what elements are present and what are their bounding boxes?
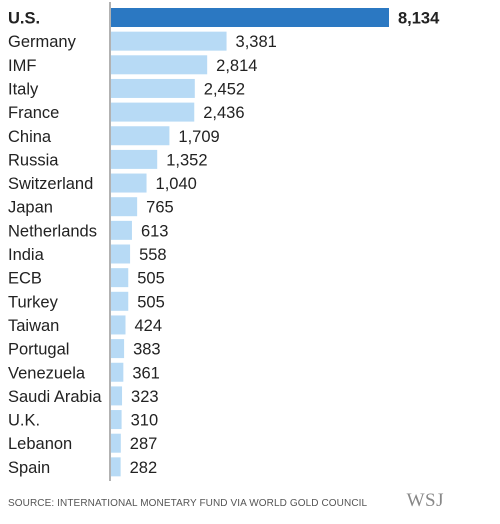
wsj-logo: WSJ xyxy=(406,490,444,511)
category-label-india: India xyxy=(8,246,45,264)
value-label-italy: 2,452 xyxy=(204,80,245,98)
value-label-china: 1,709 xyxy=(178,128,219,146)
category-label-imf: IMF xyxy=(8,57,36,75)
bar-france xyxy=(111,102,195,122)
value-label-switzerland: 1,040 xyxy=(156,175,197,193)
bar-china xyxy=(111,126,170,146)
bar-u-k xyxy=(111,410,122,430)
category-label-u-k: U.K. xyxy=(8,412,40,430)
bar-switzerland xyxy=(111,173,147,193)
bar-turkey xyxy=(111,291,129,311)
bar-saudi-arabia xyxy=(111,386,123,406)
category-label-germany: Germany xyxy=(8,33,77,51)
value-label-france: 2,436 xyxy=(203,104,244,122)
bar-russia xyxy=(111,149,158,169)
bar-taiwan xyxy=(111,315,126,335)
bar-italy xyxy=(111,78,195,98)
value-label-lebanon: 287 xyxy=(130,435,158,453)
category-label-russia: Russia xyxy=(8,151,59,169)
bar-venezuela xyxy=(111,362,124,382)
bar-germany xyxy=(111,31,227,51)
category-label-portugal: Portugal xyxy=(8,341,69,359)
category-label-venezuela: Venezuela xyxy=(8,364,86,382)
category-label-switzerland: Switzerland xyxy=(8,175,93,193)
value-label-ecb: 505 xyxy=(137,270,165,288)
category-label-saudi-arabia: Saudi Arabia xyxy=(8,388,102,406)
value-label-turkey: 505 xyxy=(137,293,165,311)
bar-u-s xyxy=(111,8,389,27)
value-label-spain: 282 xyxy=(130,459,158,477)
value-label-netherlands: 613 xyxy=(141,222,169,240)
bar-portugal xyxy=(111,339,125,359)
value-label-russia: 1,352 xyxy=(166,151,207,169)
category-label-china: China xyxy=(8,128,52,146)
bar-lebanon xyxy=(111,433,121,453)
bar-india xyxy=(111,244,131,264)
value-label-taiwan: 424 xyxy=(134,317,162,335)
bar-ecb xyxy=(111,268,129,288)
value-label-saudi-arabia: 323 xyxy=(131,388,159,406)
category-label-japan: Japan xyxy=(8,199,53,217)
value-label-u-s: 8,134 xyxy=(398,10,440,28)
category-label-france: France xyxy=(8,104,59,122)
category-label-u-s: U.S. xyxy=(8,10,40,28)
chart-footer: SOURCE: INTERNATIONAL MONETARY FUND VIA … xyxy=(0,490,500,516)
value-label-japan: 765 xyxy=(146,199,174,217)
category-label-ecb: ECB xyxy=(8,270,42,288)
category-label-spain: Spain xyxy=(8,459,50,477)
bars-group: U.S. 8,134 Germany 3,381 IMF 2,814 Italy 2,452 F… xyxy=(8,8,440,477)
bar-netherlands xyxy=(111,220,132,240)
value-label-venezuela: 361 xyxy=(132,364,160,382)
value-label-imf: 2,814 xyxy=(216,57,257,75)
value-label-india: 558 xyxy=(139,246,167,264)
category-label-taiwan: Taiwan xyxy=(8,317,59,335)
value-label-germany: 3,381 xyxy=(236,33,277,51)
bar-imf xyxy=(111,55,208,75)
category-label-italy: Italy xyxy=(8,80,39,98)
value-label-portugal: 383 xyxy=(133,341,161,359)
category-label-netherlands: Netherlands xyxy=(8,222,97,240)
value-label-u-k: 310 xyxy=(131,412,159,430)
bar-japan xyxy=(111,197,138,217)
category-label-lebanon: Lebanon xyxy=(8,435,72,453)
source-note: SOURCE: INTERNATIONAL MONETARY FUND VIA … xyxy=(8,498,368,509)
category-label-turkey: Turkey xyxy=(8,293,59,311)
bar-spain xyxy=(111,457,121,477)
